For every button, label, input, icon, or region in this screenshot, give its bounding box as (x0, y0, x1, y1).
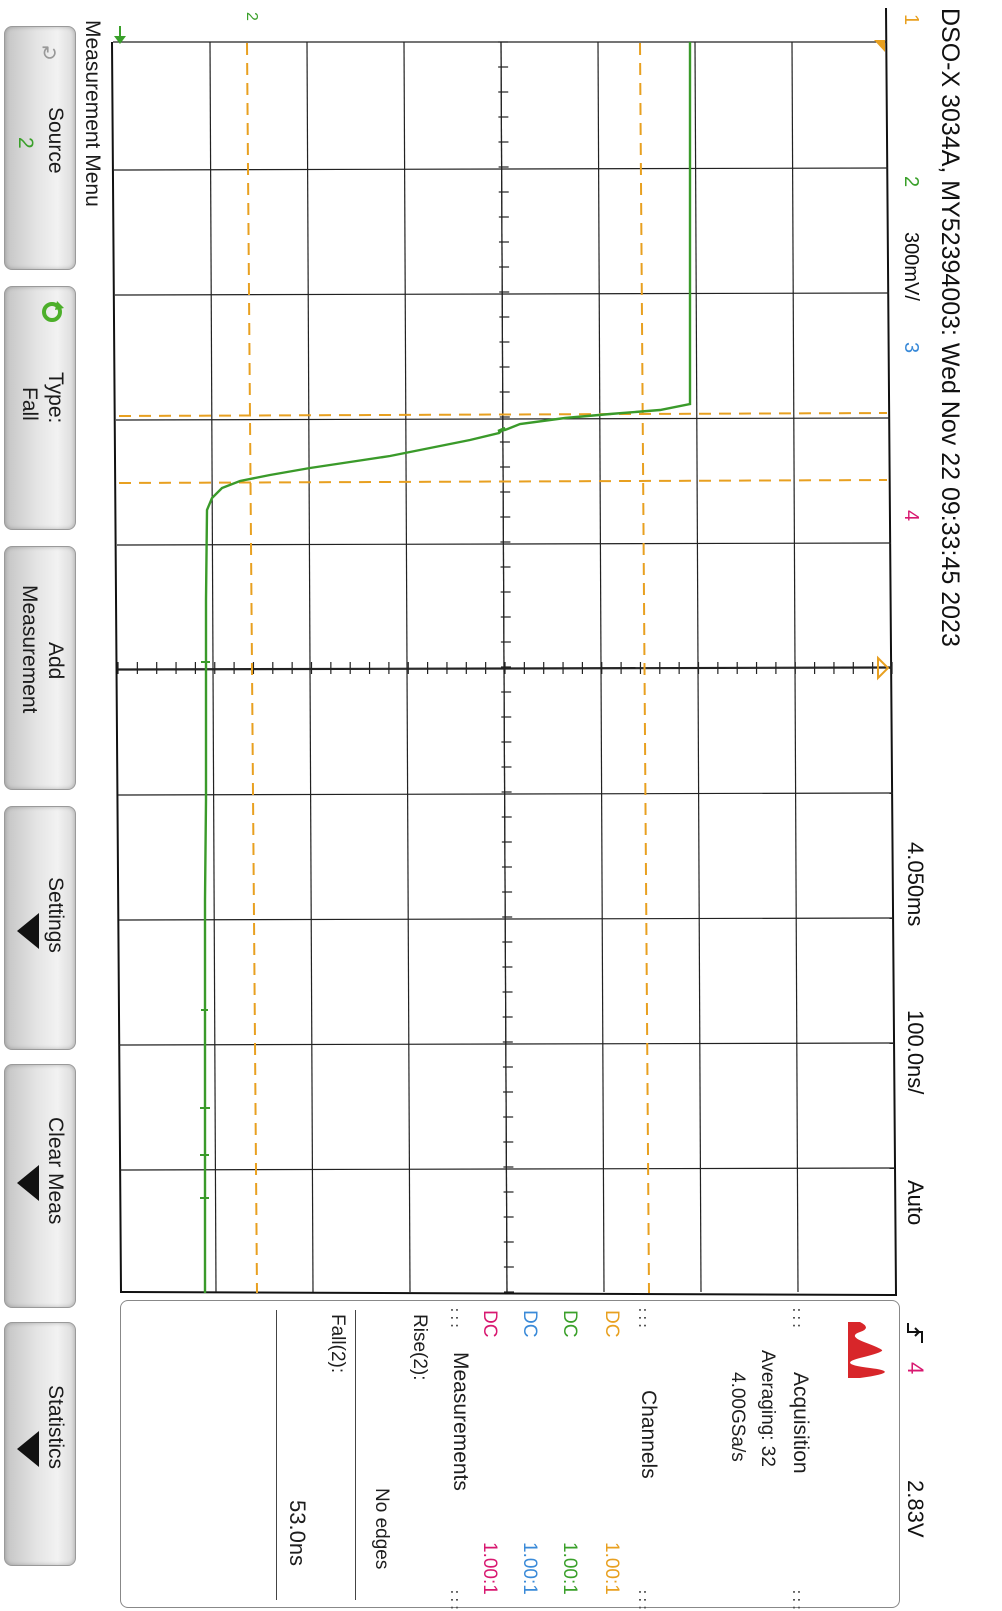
submenu-arrow-icon (15, 1163, 41, 1203)
ch2-trace (203, 42, 692, 1293)
channel-row-1-probe: 1.00:1 (601, 1542, 622, 1595)
sample-rate: 4.00GSa/s (727, 1372, 748, 1462)
channel-row-3-probe: 1.00:1 (519, 1542, 540, 1595)
menu-title: Measurement Menu (81, 20, 104, 207)
model-timestamp: DSO-X 3034A, MY52394003: Wed Nov 22 09:3… (936, 8, 964, 647)
channel-row-3-coupling: DC (519, 1310, 540, 1338)
channel-row-1-coupling: DC (601, 1310, 622, 1338)
refresh-icon-green (39, 299, 65, 325)
trigger-level: 2.83V (903, 1480, 928, 1538)
statistics-label: Statistics (44, 1385, 67, 1470)
rising-edge-icon (902, 1320, 928, 1346)
type-softkey[interactable]: Type: Fall (4, 286, 76, 530)
rise-value: No edges (371, 1488, 392, 1570)
averaging-value: Averaging: 32 (757, 1350, 778, 1467)
source-label: Source (44, 107, 67, 174)
source-value: 2 (14, 137, 37, 149)
statistics-softkey[interactable]: Statistics (4, 1322, 76, 1566)
add-label-2: Measurement (18, 585, 41, 714)
channel-row-2-coupling: DC (559, 1310, 580, 1338)
fall-value: 53.0ns (285, 1500, 310, 1567)
submenu-arrow-icon (15, 911, 41, 951)
add-label: Add (44, 642, 67, 680)
trigger-source: 4 (903, 1362, 928, 1375)
refresh-icon: ↻ (41, 43, 58, 65)
settings-label: Settings (44, 877, 67, 953)
side-panel (120, 1300, 900, 1608)
ch2-ground-marker (114, 26, 126, 44)
measurements-title: Measurements (449, 1352, 472, 1491)
rise-label: Rise(2): (409, 1314, 430, 1381)
submenu-arrow-icon (15, 1429, 41, 1469)
clear-meas-softkey[interactable]: Clear Meas (4, 1064, 76, 1308)
waveform-display[interactable]: 2 (110, 0, 910, 1340)
type-value: Fall (18, 387, 41, 421)
type-label: Type: (44, 372, 67, 424)
graticule (111, 7, 898, 1297)
channel-row-4-coupling: DC (479, 1310, 500, 1338)
clear-label: Clear Meas (44, 1117, 67, 1225)
keysight-logo (830, 1310, 890, 1390)
ch2-marker-label: 2 (243, 12, 260, 21)
acquisition-title: Acquisition (789, 1372, 812, 1474)
source-softkey[interactable]: ↻ Source 2 (4, 26, 76, 270)
settings-softkey[interactable]: Settings (4, 806, 76, 1050)
channel-row-2-probe: 1.00:1 (559, 1542, 580, 1595)
channel-row-4-probe: 1.00:1 (479, 1542, 500, 1595)
channels-title: Channels (637, 1390, 660, 1479)
fall-label: Fall(2): (327, 1314, 348, 1374)
cursor-lines (118, 42, 888, 1294)
add-measurement-softkey[interactable]: Add Measurement (4, 546, 76, 790)
